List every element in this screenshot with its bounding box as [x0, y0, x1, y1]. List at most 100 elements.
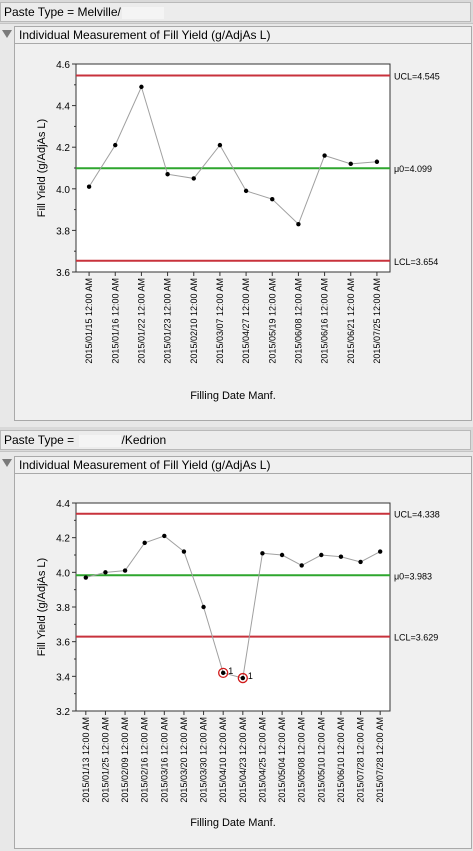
data-point [191, 176, 196, 181]
paste-type-label-2: Paste Type = [4, 433, 78, 447]
data-point [103, 570, 108, 575]
x-tick-label: 2015/04/27 12:00 AM [241, 278, 251, 364]
data-point [322, 153, 327, 158]
flag-label: 1 [248, 671, 253, 681]
chart-title-1: Individual Measurement of Fill Yield (g/… [19, 28, 271, 42]
flag-label: 1 [228, 666, 233, 676]
x-tick-label: 2015/06/16 12:00 AM [320, 278, 330, 364]
x-tick-label: 2015/06/21 12:00 AM [346, 278, 356, 364]
data-point [319, 552, 324, 558]
paste-type-header-1: Paste Type = Melville/ [0, 2, 471, 22]
x-tick-label: 2015/01/25 12:00 AM [100, 717, 110, 803]
plot-area [75, 502, 391, 712]
data-point [162, 533, 167, 539]
x-tick-label: 2015/01/23 12:00 AM [163, 278, 173, 364]
x-tick-label: 2015/03/20 12:00 AM [179, 717, 189, 803]
data-point [358, 559, 363, 565]
control-chart-2: 3.2 3.4 3.6 3.8 4.0 4.2 4.4 Fill Yield (g/AdjAs… [36, 499, 440, 829]
data-point [139, 84, 144, 90]
report-outline-1: Individual Measurement of Fill Yield (g/… [0, 23, 473, 427]
lcl-label: LCL=3.654 [394, 257, 438, 267]
disclosure-triangle-icon[interactable] [2, 459, 12, 467]
data-point [122, 568, 128, 573]
data-point [243, 188, 249, 194]
x-tick-label: 2015/02/16 12:00 AM [140, 717, 150, 803]
y-tick-label: 3.8 [56, 603, 70, 614]
x-tick-label: 2015/03/16 12:00 AM [159, 717, 169, 803]
data-point [181, 549, 187, 554]
data-point [374, 159, 380, 164]
x-tick-label: 2015/03/30 12:00 AM [199, 717, 209, 803]
y-tick-label: 4.4 [56, 102, 70, 113]
lcl-label: LCL=3.629 [394, 633, 438, 643]
data-point [296, 221, 301, 227]
y-tick-label: 3.4 [56, 672, 70, 683]
control-chart-1: 3.6 3.8 4.0 4.2 4.4 4.6 Fill Yield (g/AdjAs L)… [36, 60, 440, 402]
x-tick-label: 2015/01/15 12:00 AM [84, 278, 94, 364]
data-point [338, 554, 344, 559]
x-tick-label: 2015/01/13 12:00 AM [81, 717, 91, 803]
series-line [88, 85, 377, 226]
y-tick-label: 4.2 [56, 534, 70, 545]
x-tick-label: 2015/07/28 12:00 AM [375, 717, 385, 803]
x-tick-label: 2015/05/10 12:00 AM [316, 717, 326, 803]
data-point [142, 540, 147, 546]
ucl-label: UCL=4.545 [394, 71, 440, 81]
paste-type-suffix-2: /Kedrion [121, 433, 167, 447]
ucl-label: UCL=4.338 [394, 510, 440, 520]
center-label: μ0=4.099 [394, 164, 432, 174]
report-outline-2: Individual Measurement of Fill Yield (g/… [0, 451, 473, 851]
chart-frame-1: 3.6 3.8 4.0 4.2 4.4 4.6 Fill Yield (g/AdjAs L)… [14, 44, 472, 421]
y-axis-title: Fill Yield (g/AdjAs L) [36, 558, 48, 656]
data-point [201, 604, 206, 610]
y-tick-label: 4.0 [56, 568, 70, 579]
data-point [377, 549, 383, 554]
chart-title-bar-2[interactable]: Individual Measurement of Fill Yield (g/… [14, 456, 472, 474]
data-point [270, 197, 275, 202]
data-point [348, 161, 353, 167]
x-tick-label: 2015/02/09 12:00 AM [120, 717, 130, 803]
y-tick-label: 4.2 [56, 143, 70, 154]
x-axis-title: Filling Date Manf. [190, 817, 276, 829]
x-tick-label: 2015/02/10 12:00 AM [189, 278, 199, 364]
y-axis-title: Fill Yield (g/AdjAs L) [36, 119, 48, 217]
y-tick-label: 3.6 [56, 268, 70, 279]
redacted-text-2 [78, 434, 121, 447]
data-point [299, 563, 304, 568]
data-point [260, 551, 265, 556]
data-point [83, 575, 89, 580]
center-label: μ0=3.983 [394, 571, 432, 581]
y-tick-label: 3.2 [56, 707, 70, 718]
x-axis-title: Filling Date Manf. [190, 390, 276, 402]
series-line [85, 535, 381, 679]
x-tick-label: 2015/04/23 12:00 AM [238, 717, 248, 803]
x-tick-label: 2015/05/19 12:00 AM [267, 278, 277, 364]
x-tick-label: 2015/05/08 12:00 AM [297, 717, 307, 803]
x-tick-label: 2015/06/10 12:00 AM [336, 717, 346, 803]
disclosure-triangle-icon[interactable] [2, 30, 12, 38]
chart-title-2: Individual Measurement of Fill Yield (g/… [19, 458, 271, 472]
y-tick-label: 3.8 [56, 226, 70, 237]
paste-type-label-1: Paste Type = Melville/ [4, 5, 121, 19]
x-tick-label: 2015/06/08 12:00 AM [293, 278, 303, 364]
data-point [86, 184, 92, 189]
flagged-point-ring [237, 672, 248, 684]
x-tick-label: 2015/07/28 12:00 AM [356, 717, 366, 803]
flagged-point-ring [218, 667, 229, 679]
chart-title-bar-1[interactable]: Individual Measurement of Fill Yield (g/… [14, 26, 472, 44]
y-tick-label: 4.6 [56, 60, 70, 71]
data-point [217, 142, 223, 148]
x-tick-label: 2015/04/10 12:00 AM [218, 717, 228, 803]
x-tick-label: 2015/05/04 12:00 AM [277, 717, 287, 803]
x-tick-label: 2015/01/22 12:00 AM [136, 278, 146, 364]
redacted-text-1 [121, 6, 164, 19]
y-tick-label: 3.6 [56, 638, 70, 649]
x-tick-label: 2015/01/16 12:00 AM [110, 278, 120, 364]
data-point [165, 172, 170, 177]
x-tick-label: 2015/04/25 12:00 AM [257, 717, 267, 803]
y-tick-label: 4.0 [56, 185, 70, 196]
data-point [113, 142, 118, 148]
x-tick-label: 2015/07/25 12:00 AM [372, 278, 382, 364]
chart-frame-2: 3.2 3.4 3.6 3.8 4.0 4.2 4.4 Fill Yield (g/AdjAs… [14, 474, 472, 849]
data-point [240, 675, 246, 681]
